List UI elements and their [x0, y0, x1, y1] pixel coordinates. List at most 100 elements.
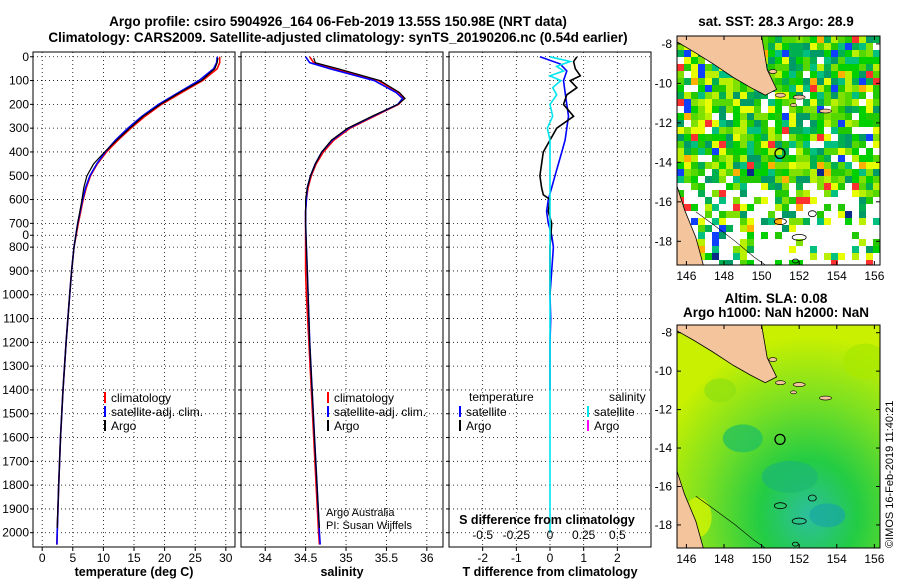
sst-cell [859, 218, 866, 225]
sst-cell [733, 120, 740, 127]
sst-cell [796, 43, 803, 50]
sst-cell [740, 211, 747, 218]
sst-cell [873, 183, 880, 190]
sst-cell [796, 127, 803, 134]
sst-cell [859, 57, 866, 64]
sst-cell [838, 71, 845, 78]
sst-cell [831, 57, 838, 64]
sst-cell [866, 162, 873, 169]
sst-cell [754, 162, 761, 169]
sst-cell [705, 148, 712, 155]
sst-cell [803, 113, 810, 120]
reef-outline [807, 494, 817, 502]
sst-cell [691, 148, 698, 155]
sst-cell [852, 141, 859, 148]
sst-cell [740, 176, 747, 183]
sst-cell [803, 36, 810, 43]
sst-cell [691, 183, 698, 190]
secondary-x-tick-label: 0 [547, 528, 554, 542]
sst-cell [740, 225, 747, 232]
sst-cell [747, 141, 754, 148]
sst-cell [838, 169, 845, 176]
lon-tick-label: 146 [676, 269, 696, 283]
sst-cell [719, 232, 726, 239]
reef-outline [791, 233, 807, 241]
sst-cell [803, 190, 810, 197]
sst-cell [866, 260, 873, 265]
sst-cell [719, 155, 726, 162]
sst-cell [831, 71, 838, 78]
x-axis-label: salinity [320, 565, 363, 579]
sst-cell [705, 64, 712, 71]
sst-cell [824, 204, 831, 211]
y-tick-label: 1900 [2, 502, 29, 516]
sst-cell [782, 211, 789, 218]
sst-cell [873, 85, 880, 92]
legend-label: climatology [334, 391, 394, 405]
sst-cell [768, 106, 775, 113]
sst-cell [761, 43, 768, 50]
sst-cell [852, 36, 859, 43]
y-tick-label: 700 [9, 216, 29, 230]
sst-cell [845, 113, 852, 120]
sst-cell [712, 190, 719, 197]
series-line-salinity-satellite [546, 56, 574, 533]
sst-cell [775, 99, 782, 106]
sst-cell [740, 253, 747, 260]
y-tick-label: 1400 [2, 383, 29, 397]
sst-cell [796, 204, 803, 211]
sst-cell [852, 106, 859, 113]
sst-cell [740, 148, 747, 155]
sst-cell [782, 50, 789, 57]
sst-cell [677, 92, 684, 99]
sst-cell [873, 155, 880, 162]
y-tick-label: 1500 [2, 407, 29, 421]
sst-cell [747, 85, 754, 92]
sst-cell [761, 169, 768, 176]
legend-label: Argo [334, 419, 360, 433]
reef-outline [792, 258, 799, 264]
sst-cell [754, 127, 761, 134]
sst-cell [803, 197, 810, 204]
sst-cell [705, 197, 712, 204]
sst-cell [712, 218, 719, 225]
x-tick-label: 35.5 [375, 551, 399, 565]
sst-cell [796, 57, 803, 64]
sst-cell [831, 120, 838, 127]
sst-cell [859, 204, 866, 211]
x-tick-label: 0 [39, 551, 46, 565]
sst-cell [866, 50, 873, 57]
sst-cell [866, 57, 873, 64]
sst-cell [705, 113, 712, 120]
island [775, 92, 786, 98]
sst-cell [747, 204, 754, 211]
legend-label: satellite [466, 405, 507, 419]
sst-cell [719, 211, 726, 218]
sst-cell [698, 78, 705, 85]
sst-cell [754, 134, 761, 141]
sst-cell [712, 155, 719, 162]
sst-cell [789, 106, 796, 113]
sst-cell [796, 190, 803, 197]
sst-cell [782, 183, 789, 190]
sst-cell [691, 50, 698, 57]
sst-cell [824, 71, 831, 78]
land-australia [677, 185, 704, 265]
sst-cell [691, 127, 698, 134]
y-tick-label: 1300 [2, 359, 29, 373]
sst-cell [789, 155, 796, 162]
sst-cell [838, 134, 845, 141]
sst-cell [810, 36, 817, 43]
sst-cell [726, 155, 733, 162]
sst-cell [719, 113, 726, 120]
sst-cell [691, 134, 698, 141]
sst-cell [684, 162, 691, 169]
sst-cell [789, 127, 796, 134]
lon-tick-label: 148 [714, 552, 734, 566]
sst-cell [782, 176, 789, 183]
sst-cell [712, 141, 719, 148]
lat-tick-label: -16 [655, 479, 673, 493]
x-tick-label: 20 [158, 551, 172, 565]
sst-cell [796, 134, 803, 141]
